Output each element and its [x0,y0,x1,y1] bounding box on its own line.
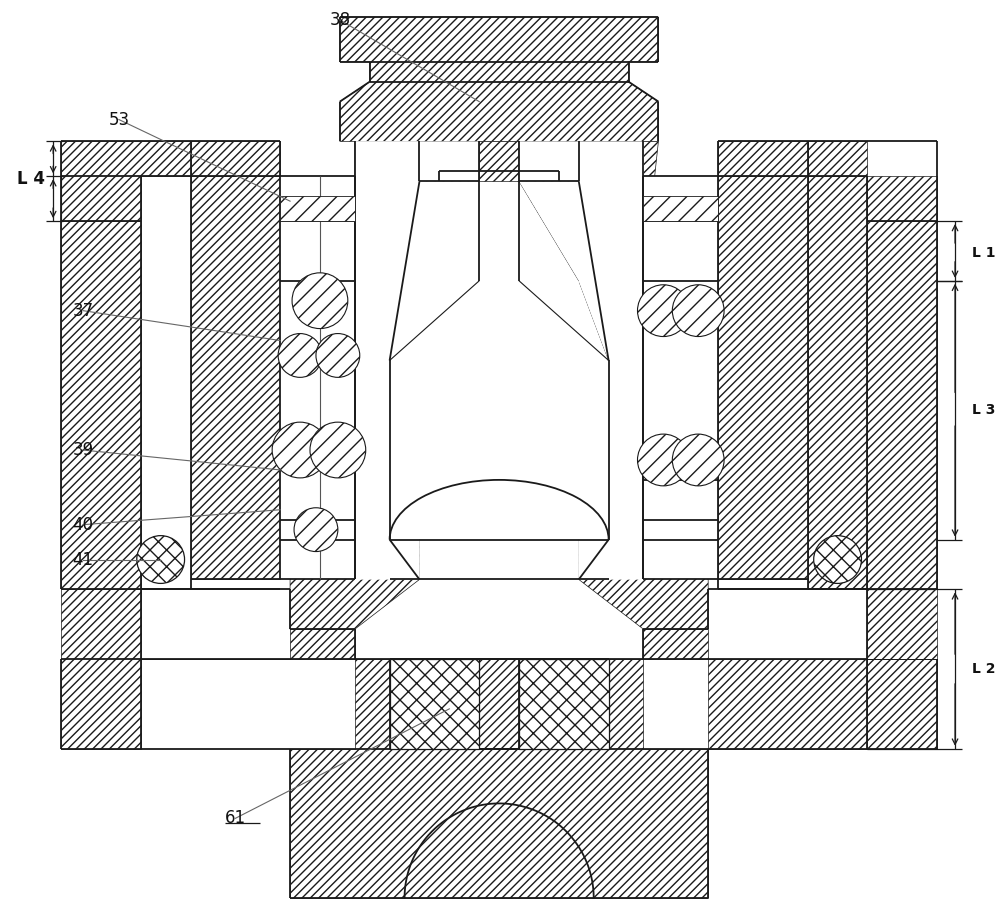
Bar [280,177,355,580]
Polygon shape [141,590,937,749]
Text: 41: 41 [72,551,94,569]
Circle shape [637,434,689,486]
Polygon shape [290,540,419,629]
Polygon shape [355,281,419,360]
Circle shape [272,422,328,478]
Polygon shape [867,221,937,590]
Polygon shape [61,141,191,221]
Text: 61: 61 [225,809,246,827]
Polygon shape [280,197,355,221]
Polygon shape [479,141,519,181]
Circle shape [672,285,724,337]
Text: 37: 37 [72,301,94,319]
Polygon shape [61,590,141,749]
Polygon shape [390,659,479,749]
Text: L 4: L 4 [17,170,45,188]
Polygon shape [808,177,867,590]
Polygon shape [718,177,808,580]
Text: 38: 38 [329,11,350,29]
Bar [643,177,718,580]
Polygon shape [290,659,867,898]
Circle shape [294,508,338,551]
Polygon shape [340,17,658,181]
Text: 40: 40 [73,516,94,533]
Text: L 2: L 2 [972,662,995,676]
Text: L 3: L 3 [972,403,995,417]
Polygon shape [355,141,643,580]
Circle shape [310,422,366,478]
Text: 53: 53 [108,110,129,128]
Polygon shape [718,141,808,177]
Polygon shape [61,221,141,590]
Polygon shape [643,197,718,221]
Polygon shape [579,540,708,629]
Polygon shape [191,141,280,177]
Circle shape [316,334,360,378]
Polygon shape [519,659,609,749]
Polygon shape [191,177,280,580]
Polygon shape [808,141,937,221]
Text: 39: 39 [72,441,94,459]
Circle shape [278,334,322,378]
Polygon shape [355,141,643,629]
Circle shape [292,273,348,329]
Polygon shape [519,141,658,360]
Circle shape [672,434,724,486]
Text: L 1: L 1 [972,246,995,260]
Polygon shape [355,141,479,281]
Circle shape [637,285,689,337]
Circle shape [137,536,185,583]
Circle shape [814,536,861,583]
